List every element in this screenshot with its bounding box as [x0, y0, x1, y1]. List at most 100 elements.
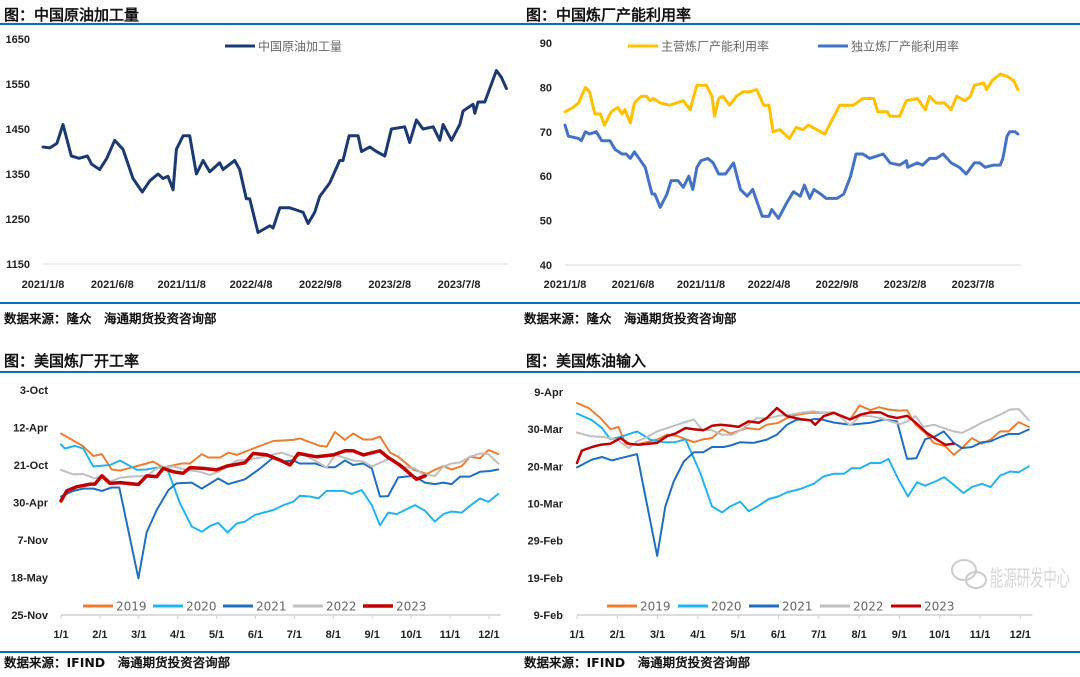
y-tick-label: 7-Nov	[17, 535, 48, 547]
panel-title-china-crude-runs: 图：中国原油加工量	[4, 6, 139, 24]
x-tick-label: 3/1	[650, 629, 665, 641]
chart-2: 25-Nov 18-May 7-Nov 30-Apr 21-Oct 12-Apr 3-Oct…	[11, 385, 501, 641]
x-tick-label: 2021/1/8	[22, 279, 65, 291]
y-tick-label: 80	[540, 82, 552, 94]
y-tick-label: 1250	[6, 214, 30, 226]
x-tick-label: 2023/7/8	[438, 279, 481, 291]
y-tick-label: 10-Mar	[528, 499, 564, 511]
y-tick-label: 1150	[6, 259, 30, 271]
series-line-主营炼厂产能利用率	[563, 72, 1020, 140]
series-line-2020	[576, 412, 1030, 514]
x-tick-label: 2021/11/8	[158, 279, 206, 291]
x-tick-label: 1/1	[569, 629, 584, 641]
watermark-text: 能源研发中心	[990, 567, 1070, 592]
x-tick-label: 4/1	[170, 629, 185, 641]
y-tick-label: 21-Oct	[14, 460, 49, 472]
y-tick-label: 3-Oct	[20, 385, 48, 397]
plots: 1150 1250 1350 1450 1550 1650 2021/1/8 2021/6/8…	[6, 34, 1033, 641]
x-tick-label: 2023/2/8	[884, 279, 927, 291]
x-tick-label: 2/1	[92, 629, 107, 641]
legend-item: 2019	[607, 600, 671, 614]
legend-label: 2020	[711, 600, 742, 614]
legend-label: 2023	[924, 600, 955, 614]
y-tick-label: 20-Mar	[528, 461, 564, 473]
x-tick-label: 7/1	[811, 629, 826, 641]
chart-1: 40 50 60 70 80 90 2021/1/8 2021/6/8 2021/11/8 202…	[540, 38, 1021, 291]
x-tick-label: 2/1	[610, 629, 625, 641]
y-tick-label: 40	[540, 260, 552, 272]
source-note-china-refinery-utilization: 数据来源：隆众 海通期货投资咨询部	[523, 311, 737, 326]
wechat-watermark: 能源研发中心	[951, 559, 1070, 592]
y-tick-label: 1350	[6, 169, 30, 181]
header-rule-top	[0, 23, 1080, 25]
footer-rule-top	[0, 302, 1080, 304]
legend-item: 独立炼厂产能利用率	[818, 39, 959, 54]
x-tick-label: 10/1	[929, 629, 950, 641]
legend-item: 2020	[153, 600, 217, 614]
source-note-china-crude-runs: 数据来源：隆众 海通期货投资咨询部	[3, 311, 217, 326]
x-tick-label: 2021/11/8	[677, 279, 725, 291]
x-tick-label: 2023/2/8	[368, 279, 411, 291]
y-tick-label: 9-Feb	[534, 610, 564, 622]
legend-item: 2020	[678, 600, 742, 614]
y-tick-label: 25-Nov	[11, 610, 49, 622]
legend-label: 独立炼厂产能利用率	[851, 39, 959, 54]
legend-label: 2021	[256, 600, 287, 614]
x-tick-label: 6/1	[771, 629, 786, 641]
y-tick-label: 90	[540, 38, 552, 50]
legend-label: 2019	[640, 600, 671, 614]
source-note-us-refinery-utilization: 数据来源：IFIND 海通期货投资咨询部	[3, 655, 231, 670]
x-tick-label: 2022/4/8	[748, 279, 791, 291]
x-tick-label: 2022/4/8	[230, 279, 273, 291]
x-tick-label: 2021/1/8	[544, 279, 587, 291]
series-line-2022	[60, 451, 500, 483]
legend-label: 主营炼厂产能利用率	[661, 39, 769, 54]
x-tick-label: 1/1	[53, 629, 68, 641]
series-line-2023	[59, 449, 427, 503]
x-tick-label: 11/1	[440, 629, 461, 641]
series-line-中国原油加工量	[41, 69, 508, 234]
x-tick-label: 12/1	[478, 629, 499, 641]
y-tick-label: 12-Apr	[13, 423, 49, 435]
x-tick-label: 10/1	[400, 629, 421, 641]
legend-label: 2019	[116, 600, 147, 614]
y-tick-label: 70	[540, 127, 552, 139]
x-tick-label: 9/1	[365, 629, 380, 641]
legend-item: 2022	[293, 600, 357, 614]
x-tick-label: 9/1	[892, 629, 907, 641]
footer-rule-bottom	[0, 651, 1080, 653]
x-tick-label: 12/1	[1010, 629, 1031, 641]
x-tick-label: 3/1	[131, 629, 146, 641]
chart-0: 1150 1250 1350 1450 1550 1650 2021/1/8 2021/6/8…	[6, 34, 508, 291]
legend-label: 中国原油加工量	[258, 39, 342, 54]
legend-label: 2020	[186, 600, 217, 614]
x-tick-label: 7/1	[287, 629, 302, 641]
series-line-2019	[60, 431, 500, 475]
wechat-icon	[951, 559, 987, 589]
y-tick-label: 9-Apr	[534, 387, 563, 399]
x-tick-label: 2021/6/8	[612, 279, 655, 291]
panel-title-us-refinery-input: 图：美国炼油输入	[526, 352, 646, 370]
x-tick-label: 2022/9/8	[299, 279, 342, 291]
legend-label: 2023	[396, 600, 427, 614]
panel-title-china-refinery-utilization: 图：中国炼厂产能利用率	[526, 6, 691, 24]
y-tick-label: 30-Mar	[528, 424, 564, 436]
y-tick-label: 1450	[6, 124, 30, 136]
legend-item: 2023	[891, 600, 955, 614]
y-tick-label: 30-Apr	[13, 498, 49, 510]
y-tick-label: 18-May	[11, 573, 49, 585]
legend-item: 主营炼厂产能利用率	[628, 39, 769, 54]
legend-item: 2021	[223, 600, 287, 614]
series-line-独立炼厂产能利用率	[563, 123, 1020, 220]
y-tick-label: 29-Feb	[528, 536, 564, 548]
x-tick-label: 2021/6/8	[91, 279, 134, 291]
x-tick-label: 11/1	[970, 629, 991, 641]
legend-label: 2022	[326, 600, 357, 614]
legend-item: 中国原油加工量	[225, 39, 342, 54]
legend-label: 2021	[782, 600, 813, 614]
y-tick-label: 19-Feb	[528, 573, 564, 585]
legend-item: 2023	[363, 600, 427, 614]
x-tick-label: 5/1	[731, 629, 746, 641]
chart-3: 9-Feb 19-Feb 29-Feb 10-Mar 20-Mar 30-Mar 9-Apr…	[528, 387, 1033, 641]
y-tick-label: 1650	[6, 34, 30, 46]
